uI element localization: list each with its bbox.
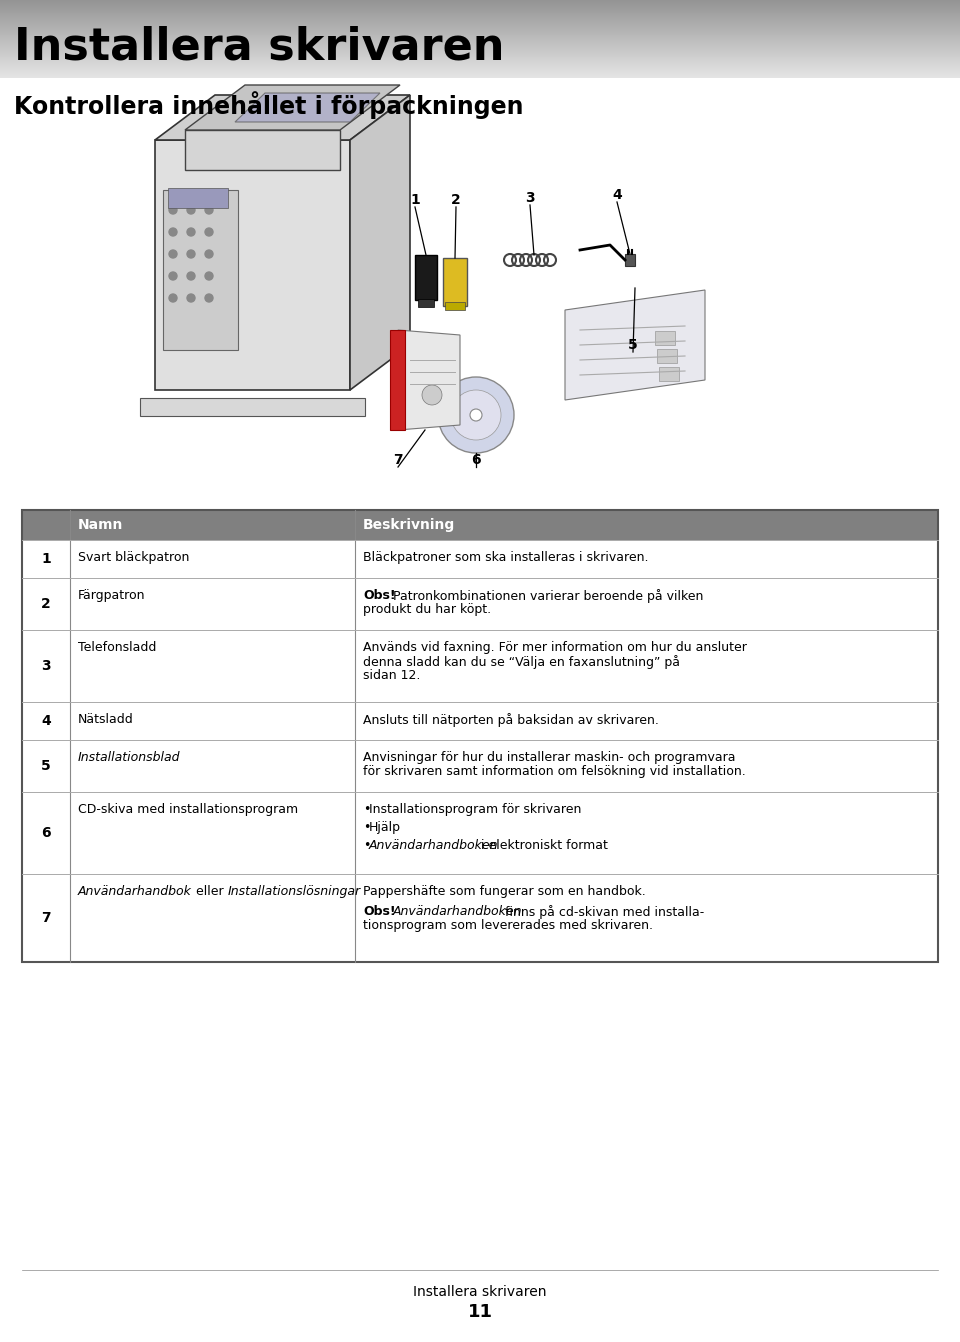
Text: i elektroniskt format: i elektroniskt format: [477, 839, 608, 852]
Circle shape: [470, 409, 482, 421]
Polygon shape: [155, 95, 410, 140]
Text: Svart bläckpatron: Svart bläckpatron: [78, 552, 189, 564]
Text: Användarhandboken: Användarhandboken: [393, 905, 522, 918]
Text: denna sladd kan du se “Välja en faxanslutning” på: denna sladd kan du se “Välja en faxanslu…: [363, 655, 680, 668]
Text: Installationsprogram för skrivaren: Installationsprogram för skrivaren: [369, 803, 582, 816]
Circle shape: [169, 207, 177, 213]
Circle shape: [205, 294, 213, 302]
Circle shape: [451, 391, 501, 440]
Text: 1: 1: [41, 552, 51, 566]
Circle shape: [205, 272, 213, 280]
Bar: [443, 258, 467, 306]
Text: Installationsblad: Installationsblad: [78, 752, 180, 764]
Text: Användarhandboken: Användarhandboken: [369, 839, 498, 852]
Bar: [445, 302, 465, 310]
Bar: [655, 331, 675, 345]
Text: tionsprogram som levererades med skrivaren.: tionsprogram som levererades med skrivar…: [363, 919, 653, 931]
Text: Installationslösningar: Installationslösningar: [228, 884, 361, 898]
Text: 7: 7: [394, 454, 403, 467]
Text: Användarhandbok: Användarhandbok: [78, 884, 192, 898]
Polygon shape: [235, 93, 380, 122]
Text: eller: eller: [192, 884, 228, 898]
Text: 7: 7: [41, 911, 51, 925]
Circle shape: [187, 272, 195, 280]
Circle shape: [169, 228, 177, 236]
Text: Kontrollera innehållet i förpackningen: Kontrollera innehållet i förpackningen: [14, 91, 523, 119]
Polygon shape: [155, 140, 350, 391]
Bar: [168, 188, 228, 208]
Text: 1: 1: [410, 193, 420, 207]
Text: 2: 2: [451, 193, 461, 207]
Circle shape: [169, 250, 177, 258]
Bar: [418, 299, 434, 307]
Circle shape: [438, 377, 514, 454]
Text: finns på cd-skivan med installa-: finns på cd-skivan med installa-: [501, 905, 705, 919]
Text: Ansluts till nätporten på baksidan av skrivaren.: Ansluts till nätporten på baksidan av sk…: [363, 713, 659, 727]
Text: 5: 5: [628, 338, 637, 352]
Text: Färgpatron: Färgpatron: [78, 589, 146, 603]
Text: Nätsladd: Nätsladd: [78, 713, 133, 726]
Text: •: •: [363, 803, 371, 816]
Text: Används vid faxning. För mer information om hur du ansluter: Används vid faxning. För mer information…: [363, 641, 747, 654]
Text: Obs!: Obs!: [363, 589, 396, 603]
Text: Patronkombinationen varierar beroende på vilken: Patronkombinationen varierar beroende på…: [393, 589, 704, 603]
Circle shape: [205, 228, 213, 236]
Text: Telefonsladd: Telefonsladd: [78, 641, 156, 654]
Bar: [657, 349, 677, 362]
Text: 5: 5: [41, 760, 51, 773]
Circle shape: [169, 272, 177, 280]
Text: •: •: [363, 839, 371, 852]
Text: Hjälp: Hjälp: [369, 821, 401, 833]
Text: 6: 6: [471, 454, 481, 467]
Text: Installera skrivaren: Installera skrivaren: [413, 1286, 547, 1299]
Polygon shape: [350, 95, 410, 391]
Text: 3: 3: [525, 191, 535, 205]
Polygon shape: [140, 399, 365, 416]
Bar: [659, 366, 679, 381]
Polygon shape: [390, 330, 405, 429]
Text: CD-skiva med installationsprogram: CD-skiva med installationsprogram: [78, 803, 299, 816]
Circle shape: [169, 294, 177, 302]
Text: Beskrivning: Beskrivning: [363, 518, 455, 531]
Circle shape: [205, 250, 213, 258]
Bar: [22, 510, 938, 962]
Text: 3: 3: [41, 659, 51, 672]
Text: för skrivaren samt information om felsökning vid installation.: för skrivaren samt information om felsök…: [363, 765, 746, 778]
Text: Namn: Namn: [78, 518, 124, 531]
Text: Bläckpatroner som ska installeras i skrivaren.: Bläckpatroner som ska installeras i skri…: [363, 552, 649, 564]
Polygon shape: [185, 130, 340, 170]
Bar: [22, 510, 938, 539]
Text: Installera skrivaren: Installera skrivaren: [14, 25, 505, 68]
Bar: [163, 191, 238, 350]
Polygon shape: [565, 290, 705, 400]
Text: Pappershäfte som fungerar som en handbok.: Pappershäfte som fungerar som en handbok…: [363, 884, 646, 898]
Bar: [415, 255, 437, 301]
Circle shape: [187, 250, 195, 258]
Circle shape: [205, 207, 213, 213]
Circle shape: [187, 228, 195, 236]
Polygon shape: [398, 330, 460, 429]
Circle shape: [187, 294, 195, 302]
Text: Anvisningar för hur du installerar maskin- och programvara: Anvisningar för hur du installerar maski…: [363, 752, 735, 764]
Text: 4: 4: [612, 188, 622, 203]
Polygon shape: [625, 254, 635, 266]
Text: sidan 12.: sidan 12.: [363, 670, 420, 682]
Text: Obs!: Obs!: [363, 905, 396, 918]
Text: 6: 6: [41, 825, 51, 840]
Text: 2: 2: [41, 597, 51, 611]
Text: produkt du har köpt.: produkt du har köpt.: [363, 603, 492, 616]
Text: 11: 11: [468, 1303, 492, 1321]
Text: •: •: [363, 821, 371, 833]
Polygon shape: [185, 85, 400, 130]
Text: 4: 4: [41, 714, 51, 727]
Circle shape: [187, 207, 195, 213]
Circle shape: [422, 385, 442, 405]
